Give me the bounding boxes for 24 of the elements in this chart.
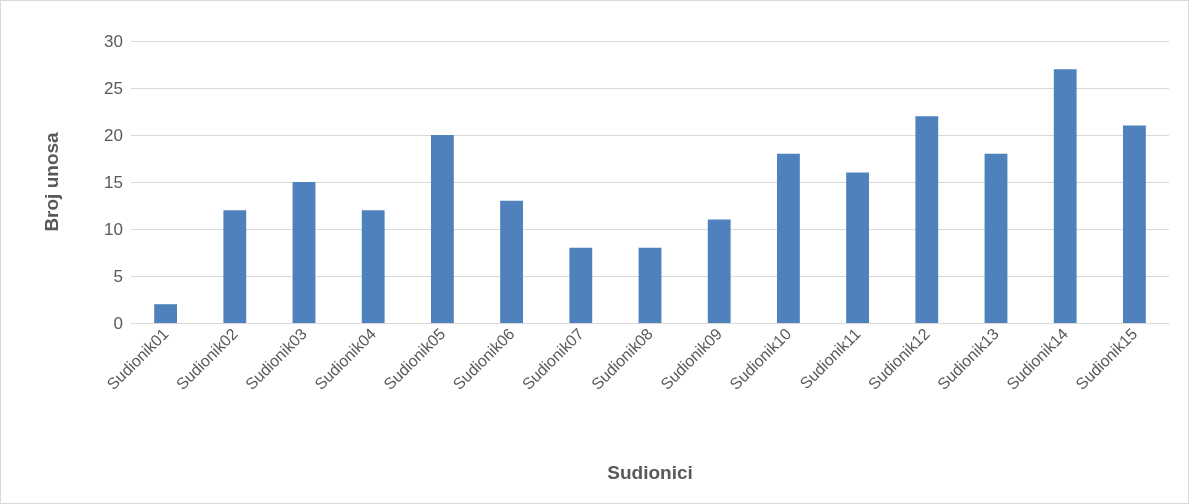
bar: [361, 210, 385, 323]
y-tick-label: 20: [104, 125, 123, 145]
bar: [154, 304, 178, 323]
y-tick-label: 5: [113, 266, 123, 286]
y-tick-label: 25: [104, 78, 123, 98]
bar: [223, 210, 247, 323]
bar: [776, 153, 800, 323]
y-tick-label: 0: [113, 313, 123, 333]
bar: [915, 116, 939, 323]
bar: [707, 219, 731, 323]
x-axis-title: Sudionici: [607, 462, 693, 483]
bar: [638, 247, 662, 323]
y-tick-label: 10: [104, 219, 123, 239]
bar: [846, 172, 870, 323]
bar: [984, 153, 1008, 323]
y-axis-title: Broj unosa: [41, 131, 62, 232]
y-tick-label: 30: [104, 31, 123, 51]
bar: [500, 200, 524, 323]
bar: [569, 247, 593, 323]
bar: [292, 182, 316, 323]
bar: [430, 135, 454, 323]
bar: [1122, 125, 1146, 323]
y-tick-label: 15: [104, 172, 123, 192]
bar: [1053, 69, 1077, 323]
